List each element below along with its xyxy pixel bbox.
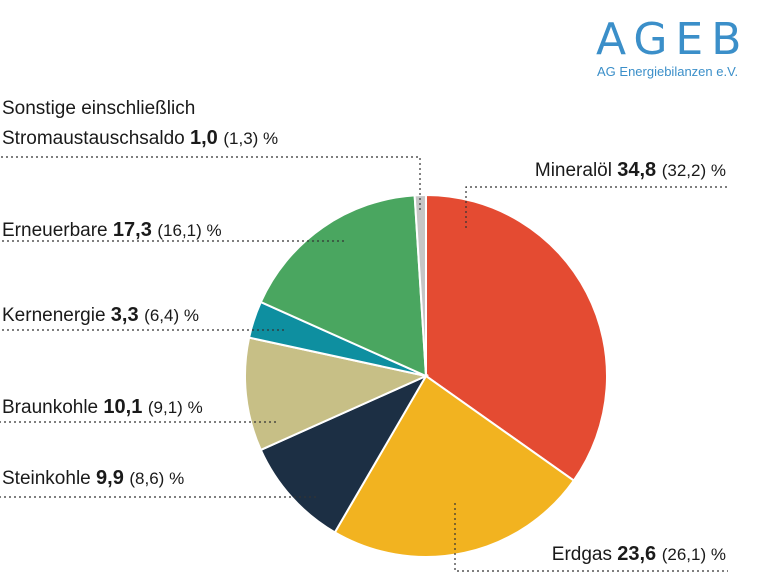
logo-subtitle: AG Energiebilanzen e.V.: [597, 64, 738, 79]
label-previous-value: (1,3): [223, 129, 263, 148]
logo-name: AGEB: [596, 14, 749, 65]
label-text: Braunkohle 10,1 (9,1) %: [2, 396, 203, 418]
pie-slice-mineralöl: [425, 193, 608, 482]
ageb-logo: AGEB AG Energiebilanzen e.V.: [596, 14, 749, 79]
pie-slice-erneuerbare: [259, 194, 428, 378]
label-name: Erdgas: [552, 544, 617, 565]
slice-labels: Mineralöl 34,8 (32,2) %Erdgas 23,6 (26,1…: [2, 98, 726, 565]
leader-line: [454, 503, 728, 572]
label-value: 34,8: [617, 159, 661, 181]
label-value: 17,3: [113, 219, 157, 241]
label-value: 23,6: [617, 543, 661, 565]
label-erneuerbare: Erneuerbare 17,3 (16,1) %: [2, 219, 222, 241]
label-name: Mineralöl: [535, 160, 617, 181]
label-previous-value: (16,1): [157, 221, 206, 240]
label-value: 10,1: [103, 396, 147, 418]
pie-slice-braunkohle: [244, 336, 430, 452]
label-value: 1,0: [190, 127, 223, 149]
label-unit: %: [188, 398, 203, 417]
label-erdgas: Erdgas 23,6 (26,1) %: [552, 543, 726, 565]
label-unit: %: [169, 469, 184, 488]
label-unit: %: [184, 306, 199, 325]
label-text: Steinkohle 9,9 (8,6) %: [2, 467, 184, 489]
label-value: 9,9: [96, 467, 129, 489]
label-previous-value: (26,1): [662, 545, 711, 564]
label-mineralöl: Mineralöl 34,8 (32,2) %: [535, 159, 726, 181]
label-name: Stromaustauschsaldo: [2, 128, 190, 149]
label-unit: %: [207, 221, 222, 240]
label-unit: %: [711, 545, 726, 564]
pie-slice-sonstige: [413, 193, 427, 377]
label-name: Steinkohle: [2, 468, 96, 489]
label-text: Erdgas 23,6 (26,1) %: [552, 543, 726, 565]
label-previous-value: (6,4): [144, 306, 184, 325]
label-name: Kernenergie: [2, 305, 111, 326]
label-sonstige: Sonstige einschließlich Stromaustauschsal…: [2, 98, 278, 149]
label-previous-value: (32,2): [662, 161, 711, 180]
label-name: Braunkohle: [2, 397, 103, 418]
label-previous-value: (9,1): [148, 398, 188, 417]
label-previous-value: (8,6): [129, 469, 169, 488]
label-name-line-1: Sonstige einschließlich: [2, 98, 195, 119]
leader-lines: [0, 156, 728, 572]
label-unit: %: [711, 161, 726, 180]
label-steinkohle: Steinkohle 9,9 (8,6) %: [2, 467, 184, 489]
label-text: Erneuerbare 17,3 (16,1) %: [2, 219, 222, 241]
label-braunkohle: Braunkohle 10,1 (9,1) %: [2, 396, 203, 418]
leader-line: [0, 156, 421, 210]
leader-line: [465, 186, 728, 228]
pie-slice-erdgas: [333, 374, 576, 558]
pie-slices: [244, 193, 608, 558]
label-unit: %: [263, 129, 278, 148]
label-text: Mineralöl 34,8 (32,2) %: [535, 159, 726, 181]
pie-slice-steinkohle: [259, 373, 429, 534]
label-text: Stromaustauschsaldo 1,0 (1,3) %: [2, 127, 278, 149]
label-kernenergie: Kernenergie 3,3 (6,4) %: [2, 304, 199, 326]
label-name: Erneuerbare: [2, 220, 113, 241]
label-value: 3,3: [111, 304, 144, 326]
label-text: Kernenergie 3,3 (6,4) %: [2, 304, 199, 326]
